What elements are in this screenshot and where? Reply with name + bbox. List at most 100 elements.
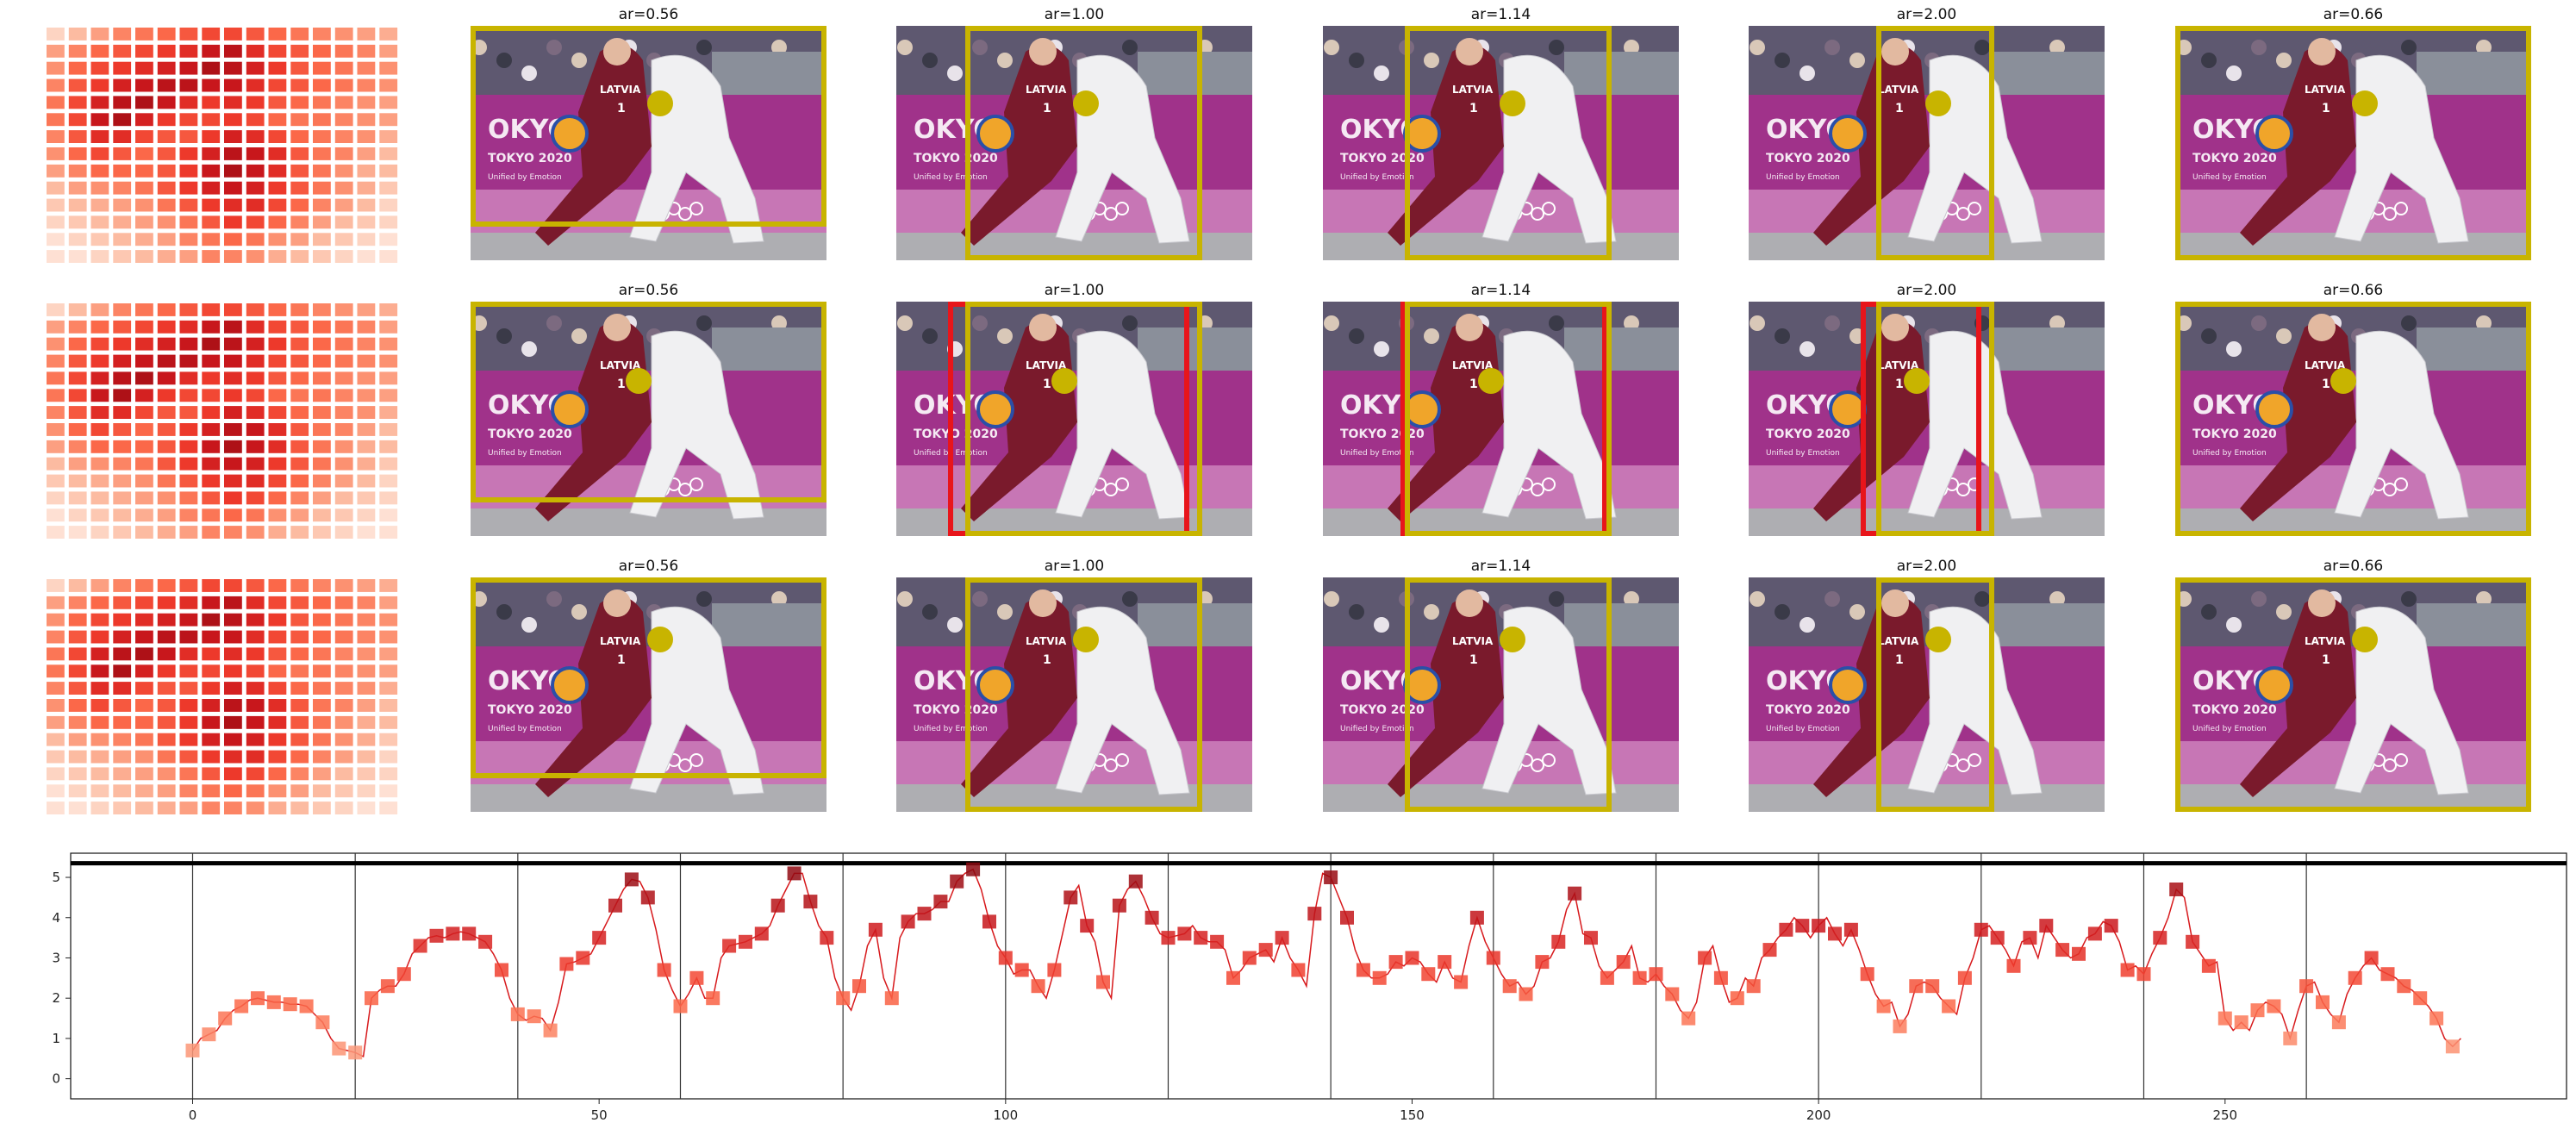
data-marker xyxy=(1876,999,1891,1014)
basketball xyxy=(1829,390,1867,428)
red-player xyxy=(1813,321,1930,521)
data-marker xyxy=(1665,987,1680,1001)
heatmap-cell xyxy=(90,423,109,436)
data-marker xyxy=(576,951,590,965)
heatmap-cell xyxy=(113,303,132,316)
heatmap-cell xyxy=(379,750,398,764)
heatmap-cell xyxy=(179,647,198,661)
heatmap-cell xyxy=(224,630,242,644)
heatmap-cell xyxy=(47,491,65,505)
heatmap-cell xyxy=(157,579,176,592)
heatmap-cell xyxy=(135,113,153,127)
spectator xyxy=(1349,328,1364,344)
panel-title: ar=1.00 xyxy=(1045,282,1105,299)
series-line xyxy=(191,868,2461,1058)
heatmap-cell xyxy=(157,596,176,609)
heatmap-cell xyxy=(224,233,242,246)
data-marker xyxy=(2087,926,2102,941)
heatmap-cell xyxy=(202,233,221,246)
heatmap-cell xyxy=(290,802,309,814)
heatmap-cell xyxy=(224,61,242,75)
heatmap-cell xyxy=(47,647,65,661)
heatmap-cell xyxy=(290,147,309,160)
heatmap-cell xyxy=(157,440,176,453)
data-marker xyxy=(2104,919,2118,933)
data-marker xyxy=(2023,931,2037,945)
data-marker xyxy=(1568,886,1582,901)
heatmap-cell xyxy=(357,303,376,316)
heatmap-cell xyxy=(290,96,309,109)
olympic-ring xyxy=(1542,477,1556,491)
heatmap-cell xyxy=(379,526,398,539)
heatmap-cell xyxy=(113,508,132,522)
heatmap-cell xyxy=(157,389,176,402)
spectator xyxy=(1349,604,1364,620)
heatmap-cell xyxy=(68,767,87,781)
data-marker xyxy=(1128,874,1143,889)
spectator xyxy=(571,328,587,344)
spectator xyxy=(2476,40,2492,55)
heatmap-cell xyxy=(113,664,132,678)
banner-text: TOKYO 2020 xyxy=(1766,703,1850,717)
red-player xyxy=(535,45,652,246)
heatmap-cell xyxy=(135,733,153,746)
heatmap-cell xyxy=(113,715,132,729)
spectator xyxy=(521,617,537,633)
jersey-text: LATVIA xyxy=(1452,84,1494,96)
heatmap-cell xyxy=(90,354,109,368)
heatmap-cell xyxy=(313,784,331,798)
spectator xyxy=(1750,315,1765,331)
heatmap-cell xyxy=(68,784,87,798)
heatmap-cell xyxy=(68,802,87,814)
olympic-ring xyxy=(1968,753,1981,767)
heatmap-cell xyxy=(113,233,132,246)
spectator xyxy=(1324,591,1339,607)
heatmap-cell xyxy=(202,337,221,351)
heatmap-cell xyxy=(268,664,287,678)
data-marker xyxy=(1063,890,1078,905)
olympic-ring xyxy=(678,207,692,221)
heatmap-cell xyxy=(246,130,265,143)
heatmap-cell xyxy=(179,406,198,419)
jersey-number: 1 xyxy=(1469,653,1478,667)
spectator xyxy=(1799,65,1815,81)
panel-title: ar=1.14 xyxy=(1471,6,1531,23)
heatmap-cell xyxy=(157,647,176,661)
heatmap-cell xyxy=(68,508,87,522)
heatmap-cell xyxy=(202,630,221,644)
highlight-dot xyxy=(626,368,652,394)
data-marker xyxy=(1340,910,1354,925)
heatmap-cell xyxy=(268,78,287,92)
heatmap-cell xyxy=(90,733,109,746)
heatmap-cell xyxy=(47,354,65,368)
heatmap-cell xyxy=(290,337,309,351)
heatmap-cell xyxy=(157,474,176,488)
panel-title: ar=2.00 xyxy=(1897,558,1957,575)
heatmap-cell xyxy=(157,630,176,644)
heatmap-cell xyxy=(157,215,176,229)
x-tick-label: 100 xyxy=(994,1107,1019,1123)
heatmap-cell xyxy=(113,423,132,436)
heatmap-cell xyxy=(357,389,376,402)
data-marker xyxy=(739,934,752,949)
bounding-box xyxy=(1876,26,1994,260)
spectator xyxy=(2251,315,2267,331)
jersey-number: 1 xyxy=(1895,653,1904,667)
heatmap-cell xyxy=(179,682,198,695)
banner-small-text: Unified by Emotion xyxy=(1340,173,1414,182)
spectator xyxy=(2276,328,2292,344)
heatmap-cell xyxy=(202,181,221,195)
data-marker xyxy=(315,1015,330,1030)
data-marker xyxy=(608,898,622,913)
heatmap-cell xyxy=(224,682,242,695)
heatmap-cell xyxy=(357,802,376,814)
jersey-number: 1 xyxy=(2322,377,2330,391)
heatmap-cell xyxy=(179,320,198,334)
olympic-ring xyxy=(2383,207,2397,221)
red-player xyxy=(961,596,1077,797)
heatmap-cell xyxy=(379,389,398,402)
data-marker xyxy=(1372,970,1387,985)
heatmap-cell xyxy=(135,354,153,368)
heatmap-cell xyxy=(135,647,153,661)
heatmap-cell xyxy=(246,526,265,539)
